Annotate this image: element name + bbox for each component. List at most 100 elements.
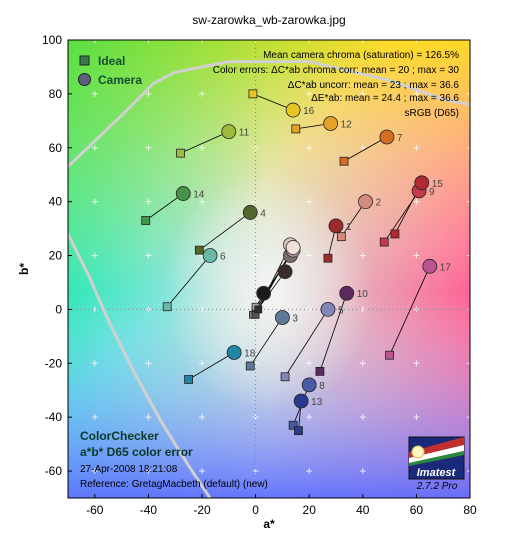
point-label-17: 17 — [440, 262, 452, 273]
annotation-chroma: Mean camera chroma (saturation) = 126.5% — [263, 50, 459, 61]
neutral-ideal-square — [254, 305, 263, 314]
camera-circle-3 — [274, 310, 290, 325]
ideal-square-6 — [162, 302, 172, 312]
connector-5 — [284, 309, 329, 377]
point-label-18: 18 — [244, 349, 256, 360]
grid-plus — [413, 414, 420, 421]
point-label-8: 8 — [319, 381, 325, 392]
grid-plus — [252, 468, 259, 475]
camera-circle-18 — [226, 345, 242, 360]
grid-plus — [467, 144, 470, 151]
grid-plus — [199, 90, 205, 97]
camera-circle-6 — [202, 248, 218, 263]
grid-plus — [91, 90, 98, 97]
grid-plus — [199, 468, 205, 475]
y-tick-label: -20 — [45, 356, 63, 370]
y-tick-label: 80 — [49, 87, 63, 101]
point-label-13: 13 — [311, 397, 323, 408]
y-tick-label: 20 — [49, 249, 63, 263]
grid-plus — [467, 414, 470, 421]
imatest-logo: Imatest 2.7.2 Pro — [408, 436, 465, 492]
camera-circle-10 — [339, 285, 355, 301]
grid-plus — [145, 468, 152, 475]
grid-plus — [413, 40, 420, 43]
ideal-square-11 — [176, 148, 185, 158]
grid-plus — [145, 144, 152, 151]
point-label-12: 12 — [341, 120, 353, 131]
y-tick-label: 100 — [42, 33, 62, 47]
x-tick-label: 80 — [463, 503, 477, 517]
ideal-square-2 — [336, 232, 346, 242]
grid-plus — [413, 144, 420, 151]
plot-frame — [67, 39, 471, 499]
grid-plus — [306, 252, 313, 259]
y-tick-label: 40 — [49, 195, 63, 209]
grid-plus — [306, 198, 313, 205]
grid-plus — [91, 414, 98, 421]
grid-plus — [199, 144, 205, 151]
grid-plus — [467, 90, 470, 97]
x-tick-label: 60 — [410, 503, 424, 517]
point-label-9: 9 — [429, 187, 435, 198]
grid-plus — [252, 414, 259, 421]
y-tick-label: 0 — [55, 302, 62, 316]
y-tick-label: 60 — [49, 141, 63, 155]
camera-circle-4 — [242, 205, 258, 220]
connector-7 — [343, 136, 388, 162]
chart-title: sw-zarowka_wb-zarowka.jpg — [192, 13, 345, 27]
ideal-square-10 — [315, 366, 325, 376]
grid-plus — [199, 360, 205, 367]
grid-plus — [413, 90, 420, 97]
ideal-square-7 — [339, 156, 349, 166]
camera-circle-8 — [301, 377, 317, 393]
grid-plus — [413, 360, 420, 367]
camera-circle-15 — [414, 175, 430, 191]
grid-plus — [145, 40, 152, 43]
camera-circle-2 — [358, 194, 373, 210]
annotation-delta-e: ΔE*ab: mean = 24.4 ; max = 36.6 — [311, 93, 459, 104]
x-tick-label: 40 — [356, 503, 370, 517]
ideal-points — [141, 89, 400, 436]
point-label-14: 14 — [193, 190, 205, 201]
point-label-7: 7 — [397, 133, 403, 144]
grid-plus — [467, 360, 470, 367]
ideal-square-13 — [294, 426, 303, 436]
grid-plus — [359, 40, 366, 43]
grid-plus — [359, 144, 366, 151]
grid-plus — [306, 468, 313, 475]
grid-plus — [306, 90, 313, 97]
annotation-chroma-uncorr: ΔC*ab uncorr: mean = 23 ; max = 36.6 — [288, 80, 460, 91]
error-annotations: Mean camera chroma (saturation) = 126.5%… — [213, 50, 460, 119]
info-title-1: ColorChecker — [80, 429, 159, 443]
camera-circle-1 — [328, 218, 344, 234]
grid-plus — [359, 252, 366, 259]
grid-plus — [413, 252, 420, 259]
ideal-square-15 — [390, 229, 400, 239]
grid-plus — [145, 252, 152, 259]
logo-version: 2.7.2 Pro — [416, 481, 458, 492]
grid-plus — [359, 90, 366, 97]
legend-camera-marker — [78, 73, 91, 86]
grid-plus — [199, 198, 205, 205]
connector-4 — [199, 212, 251, 251]
grid-plus — [145, 414, 152, 421]
ideal-square-1 — [323, 253, 333, 263]
camera-circle-5 — [320, 302, 336, 317]
camera-circle-16 — [285, 102, 301, 118]
srgb-gamut-boundary — [68, 60, 470, 498]
point-label-1: 1 — [346, 222, 352, 233]
neutral-camera-circle — [256, 285, 272, 301]
info-reference: Reference: GretagMacbeth (default) (new) — [80, 479, 268, 490]
camera-points — [175, 102, 438, 409]
y-tick-label: -60 — [45, 464, 63, 478]
neutral-ideal-points — [249, 302, 263, 319]
legend-ideal-marker — [79, 55, 90, 66]
grid-plus — [306, 414, 313, 421]
grid-plus — [413, 198, 420, 205]
annotation-chroma-corr: Color errors: ΔC*ab chroma corr: mean = … — [213, 65, 460, 76]
camera-circle-7 — [379, 129, 395, 145]
grid-plus — [467, 468, 470, 475]
annotation-colorspace: sRGB (D65) — [405, 108, 459, 119]
x-tick-label: 20 — [303, 503, 317, 517]
